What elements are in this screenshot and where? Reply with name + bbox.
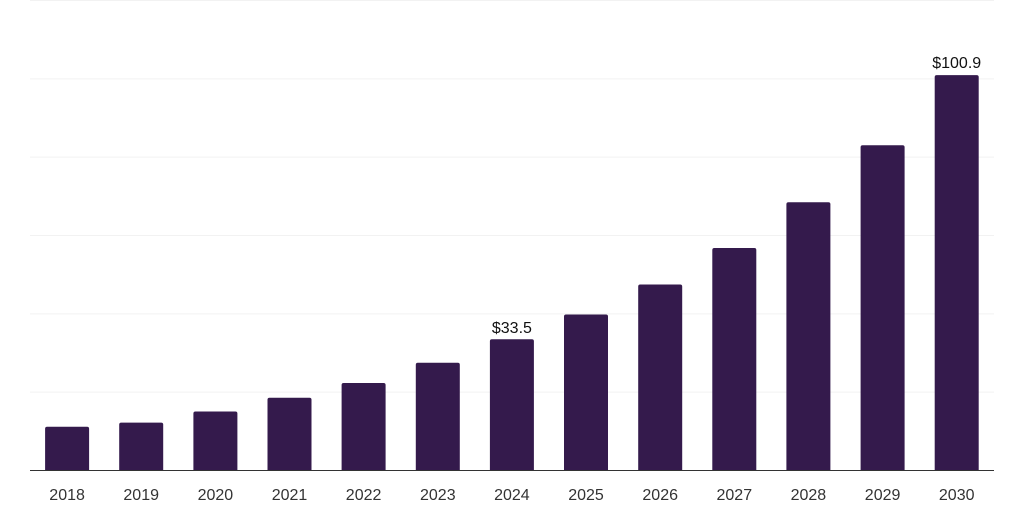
svg-text:2024: 2024 — [494, 487, 530, 504]
svg-text:2022: 2022 — [346, 487, 382, 504]
svg-text:$100.9: $100.9 — [932, 55, 981, 72]
svg-text:2026: 2026 — [642, 487, 678, 504]
svg-text:2027: 2027 — [717, 487, 753, 504]
svg-text:2021: 2021 — [272, 487, 308, 504]
svg-text:2025: 2025 — [568, 487, 604, 504]
svg-text:2020: 2020 — [198, 487, 234, 504]
svg-text:2029: 2029 — [865, 487, 901, 504]
svg-text:$33.5: $33.5 — [492, 320, 532, 337]
svg-text:2030: 2030 — [939, 487, 975, 504]
svg-text:2028: 2028 — [791, 487, 827, 504]
svg-text:2018: 2018 — [49, 487, 85, 504]
svg-text:2019: 2019 — [123, 487, 159, 504]
svg-text:2023: 2023 — [420, 487, 456, 504]
